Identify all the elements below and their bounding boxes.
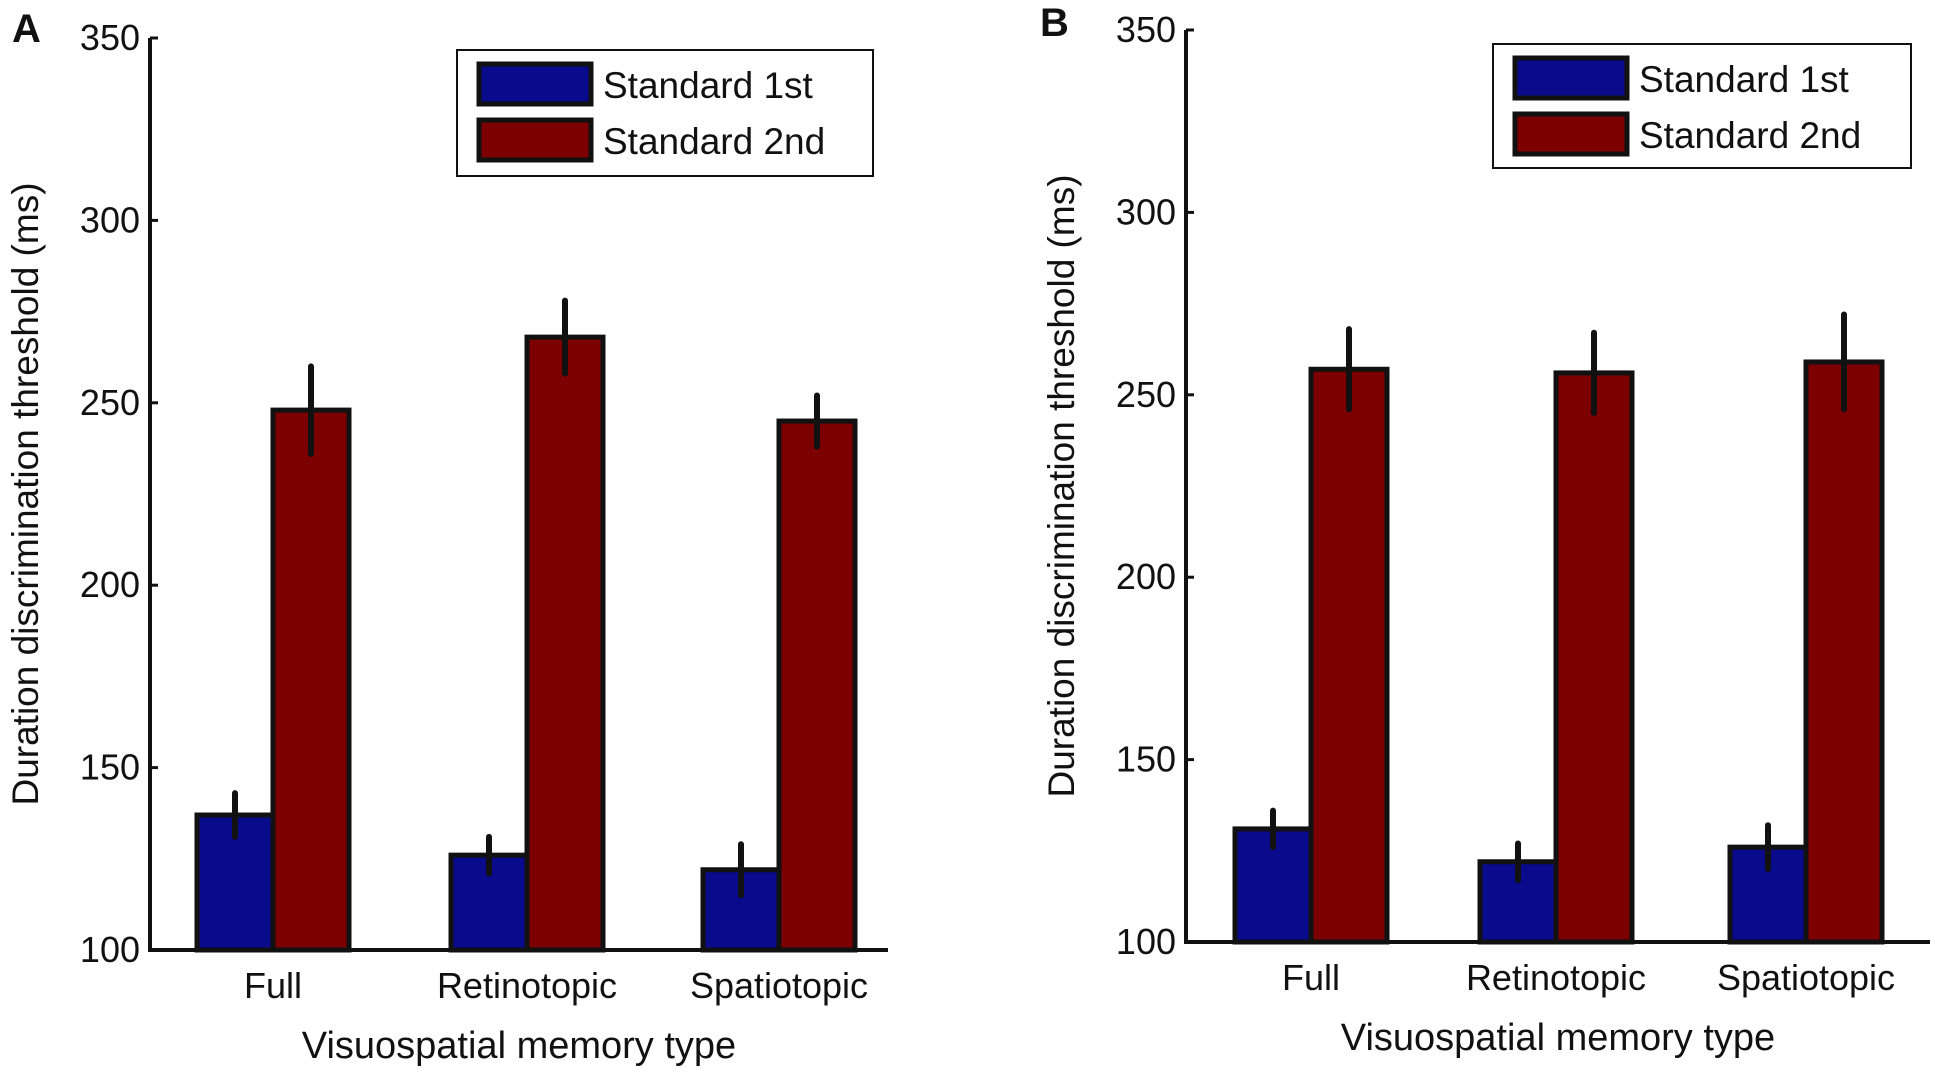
legend-label-standard-2nd: Standard 2nd <box>1639 115 1861 156</box>
chart-panel-a: A Full Retinotopic Spatiotopic 100 150 200 250 3… <box>5 7 888 1067</box>
x-tick-label: Spatiotopic <box>1717 957 1895 998</box>
panel-label: A <box>12 7 41 51</box>
bar-standard-2nd-retinotopic <box>1553 370 1635 945</box>
legend-label-standard-1st: Standard 1st <box>1639 59 1850 100</box>
x-tick-label: Full <box>244 965 302 1006</box>
y-tick-label: 150 <box>80 747 140 788</box>
y-tick-label: 300 <box>80 199 140 240</box>
y-axis-label: Duration discrimination threshold (ms) <box>5 182 46 805</box>
y-tick-label: 350 <box>80 17 140 58</box>
y-tick-label: 250 <box>1116 374 1176 415</box>
legend: Standard 1st Standard 2nd <box>1492 43 1912 169</box>
bar-standard-2nd-spatiotopic <box>776 418 858 953</box>
bar-standard-2nd-full <box>270 407 352 953</box>
bar-standard-2nd-retinotopic <box>524 334 606 953</box>
y-tick-label: 150 <box>1116 739 1176 780</box>
x-axis-label: Visuospatial memory type <box>1341 1017 1775 1059</box>
y-axis-label: Duration discrimination threshold (ms) <box>1041 174 1082 797</box>
x-tick-label: Retinotopic <box>1466 957 1646 998</box>
x-tick-label: Retinotopic <box>437 965 617 1006</box>
y-tick-label: 100 <box>1116 921 1176 962</box>
legend-swatch-standard-1st <box>476 61 594 107</box>
legend-swatch-standard-1st <box>1512 55 1630 101</box>
x-axis-label: Visuospatial memory type <box>302 1025 736 1067</box>
y-tick-label: 250 <box>80 382 140 423</box>
bar-standard-2nd-spatiotopic <box>1803 359 1885 945</box>
y-tick-label: 350 <box>1116 9 1176 50</box>
y-tick-label: 200 <box>80 564 140 605</box>
bar-standard-2nd-full <box>1308 366 1390 945</box>
y-tick-label: 300 <box>1116 191 1176 232</box>
legend-swatch-standard-2nd <box>1512 111 1630 157</box>
y-tick-label: 100 <box>80 929 140 970</box>
legend-swatch-standard-2nd <box>476 117 594 163</box>
legend-label-standard-2nd: Standard 2nd <box>603 121 825 162</box>
legend: Standard 1st Standard 2nd <box>456 49 874 177</box>
x-tick-label: Spatiotopic <box>690 965 868 1006</box>
panel-label: B <box>1040 1 1069 45</box>
legend-label-standard-1st: Standard 1st <box>603 65 814 106</box>
y-tick-label: 200 <box>1116 556 1176 597</box>
chart-panel-b: B Full Retinotopic Spatiotopic 100 150 200 250 3… <box>1040 1 1930 1059</box>
x-tick-label: Full <box>1282 957 1340 998</box>
